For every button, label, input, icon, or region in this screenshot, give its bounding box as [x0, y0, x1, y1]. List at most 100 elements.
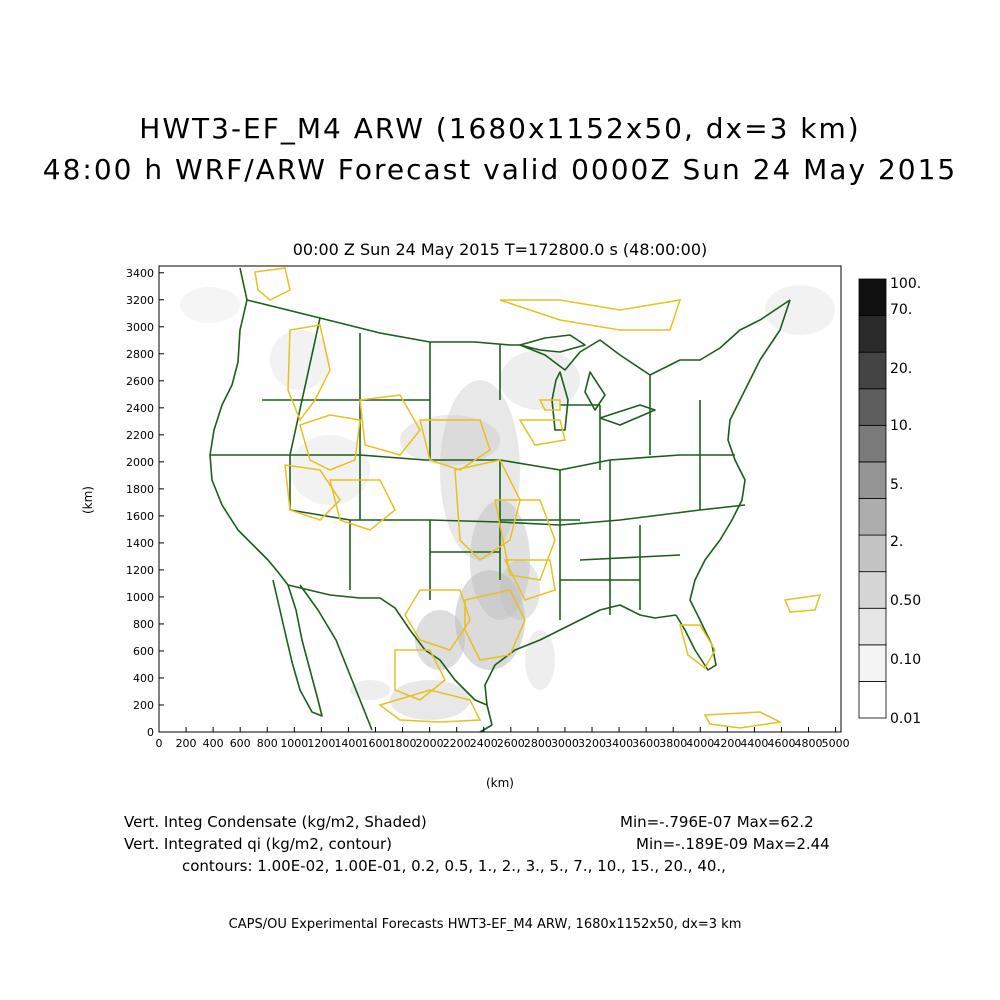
y-tick-label: 2800: [126, 348, 154, 361]
colorbar-box: [858, 388, 887, 426]
colorbar: 0.01 0.10 0.50 2. 5. 10. 20. 70. 100.: [858, 276, 921, 727]
x-tick-label: 1600: [362, 737, 390, 750]
x-tick-label: 2400: [470, 737, 498, 750]
qi-contour: [538, 399, 561, 411]
qi-contour: [419, 419, 491, 471]
colorbar-box: [858, 607, 887, 646]
x-axis-label: (km): [486, 776, 514, 790]
y-axis-label: (km): [81, 486, 95, 514]
x-tick-label: 3000: [551, 737, 579, 750]
ice-contours: [254, 267, 822, 729]
qi-contour: [499, 299, 682, 331]
x-tick-label: 0: [156, 737, 163, 750]
x-tick-label: 4800: [795, 737, 823, 750]
x-tick-label: 2600: [497, 737, 525, 750]
y-tick-label: 3000: [126, 321, 154, 334]
border-line: [599, 404, 656, 426]
qi-contour: [378, 689, 482, 723]
y-tick-label: 1000: [126, 591, 154, 604]
condensate-shade-blob: [390, 680, 470, 720]
y-tick-label: 800: [133, 618, 154, 631]
condensate-shade-blob: [400, 415, 500, 465]
x-tick-label: 600: [230, 737, 251, 750]
colorbar-label: 0.01: [890, 711, 921, 727]
y-tick-label: 400: [133, 672, 154, 685]
condensate-shade-blob: [500, 350, 580, 410]
colorbar-label: 2.: [890, 534, 903, 550]
x-tick-label: 3400: [605, 737, 633, 750]
x-tick-label: 4000: [686, 737, 714, 750]
y-tick-label: 3200: [126, 294, 154, 307]
valid-time-subtitle: 00:00 Z Sun 24 May 2015 T=172800.0 s (48…: [292, 240, 708, 259]
qi-contour: [359, 394, 421, 456]
y-tick-label: 2400: [126, 402, 154, 415]
colorbar-box: [858, 644, 887, 682]
border-line: [289, 504, 746, 526]
state-country-borders: [209, 267, 791, 733]
y-tick-label: 2200: [126, 429, 154, 442]
colorbar-label: 10.: [890, 418, 912, 434]
y-tick-label: 0: [147, 726, 154, 739]
qi-contour: [464, 589, 526, 661]
colorbar-label: 0.50: [890, 593, 921, 609]
qi-contour: [679, 624, 716, 670]
qi-contour: [518, 419, 566, 446]
x-tick-label: 1800: [389, 737, 417, 750]
x-tick-label: 400: [203, 737, 224, 750]
border-line: [289, 317, 321, 456]
y-tick-label: 2600: [126, 375, 154, 388]
qi-contour: [454, 459, 521, 561]
field2-range: Min=-.189E-09 Max=2.44: [636, 835, 830, 853]
x-tick-label: 200: [176, 737, 197, 750]
qi-contour: [503, 559, 556, 601]
y-tick-label: 200: [133, 699, 154, 712]
qi-contour: [287, 324, 331, 422]
qi-contour: [329, 479, 396, 531]
border-line: [519, 334, 586, 353]
contour-levels: contours: 1.00E-02, 1.00E-01, 0.2, 0.5, …: [182, 857, 726, 875]
qi-contour: [404, 589, 471, 651]
plot-title-line2: 48:00 h WRF/ARW Forecast valid 0000Z Sun…: [42, 153, 958, 186]
footer-credit: CAPS/OU Experimental Forecasts HWT3-EF_M…: [228, 917, 742, 932]
condensate-shade-blob: [525, 630, 555, 690]
condensate-shade-blob: [270, 330, 330, 390]
y-tick-label: 1200: [126, 564, 154, 577]
border-line: [551, 371, 569, 431]
condensate-shade-blob: [180, 287, 240, 323]
border-line: [479, 724, 493, 733]
field1-label: Vert. Integ Condensate (kg/m2, Shaded): [124, 813, 427, 831]
border-line: [287, 584, 488, 706]
colorbar-box: [858, 424, 887, 463]
x-tick-label: 1400: [334, 737, 362, 750]
qi-contour: [254, 267, 291, 301]
border-line: [290, 454, 735, 471]
border-line: [675, 299, 791, 671]
x-tick-label: 2800: [524, 737, 552, 750]
x-tick-label: 4200: [713, 737, 741, 750]
colorbar-box: [858, 571, 887, 609]
x-tick-label: 4600: [767, 737, 795, 750]
y-tick-label: 1800: [126, 483, 154, 496]
colorbar-box: [858, 498, 887, 536]
border-line: [299, 584, 373, 731]
colorbar-boxes: [858, 278, 887, 719]
y-tick-label: 3400: [126, 267, 154, 280]
forecast-map: 0 200 400 600 800 1000 1200 1400 1600 1800 2000 220…: [81, 265, 850, 790]
field1-range: Min=-.796E-07 Max=62.2: [620, 813, 814, 831]
qi-contour: [284, 464, 341, 521]
border-line: [579, 554, 681, 561]
colorbar-box: [858, 351, 887, 390]
plot-title-line1: HWT3-EF_M4 ARW (1680x1152x50, dx=3 km): [139, 112, 861, 145]
x-tick-label: 2000: [416, 737, 444, 750]
y-tick-label: 600: [133, 645, 154, 658]
x-tick-label: 800: [257, 737, 278, 750]
border-line: [484, 604, 677, 726]
colorbar-box: [858, 534, 887, 573]
colorbar-label: 70.: [890, 302, 912, 318]
y-tick-label: 1400: [126, 537, 154, 550]
y-tick-label: 2000: [126, 456, 154, 469]
colorbar-box: [858, 278, 887, 316]
qi-contour: [299, 414, 361, 471]
colorbar-label: 20.: [890, 361, 912, 377]
